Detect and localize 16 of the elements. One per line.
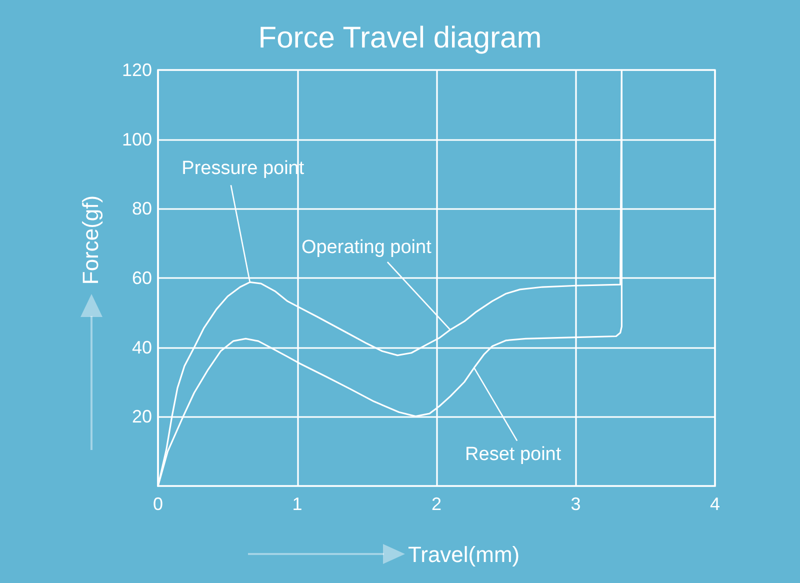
x-tick-label: 2 (431, 494, 442, 514)
x-axis-title: Travel(mm) (408, 542, 520, 567)
y-tick-label: 20 (132, 406, 152, 427)
y-tick-label: 120 (122, 60, 152, 80)
y-tick-label: 40 (132, 337, 152, 358)
annotation: Reset point (465, 444, 562, 465)
x-tick-label: 3 (570, 494, 581, 514)
y-axis-title: Force(gf) (78, 195, 103, 285)
annotation: Operating point (301, 237, 432, 258)
x-tick-label: 0 (152, 494, 164, 514)
y-tick-label: 80 (132, 198, 152, 219)
x-tick-label: 1 (292, 494, 302, 514)
chart-title: Force Travel diagram (258, 22, 542, 54)
y-tick-label: 100 (122, 129, 152, 150)
x-tick-label: 4 (710, 494, 720, 514)
y-tick-label: 60 (132, 268, 152, 288)
